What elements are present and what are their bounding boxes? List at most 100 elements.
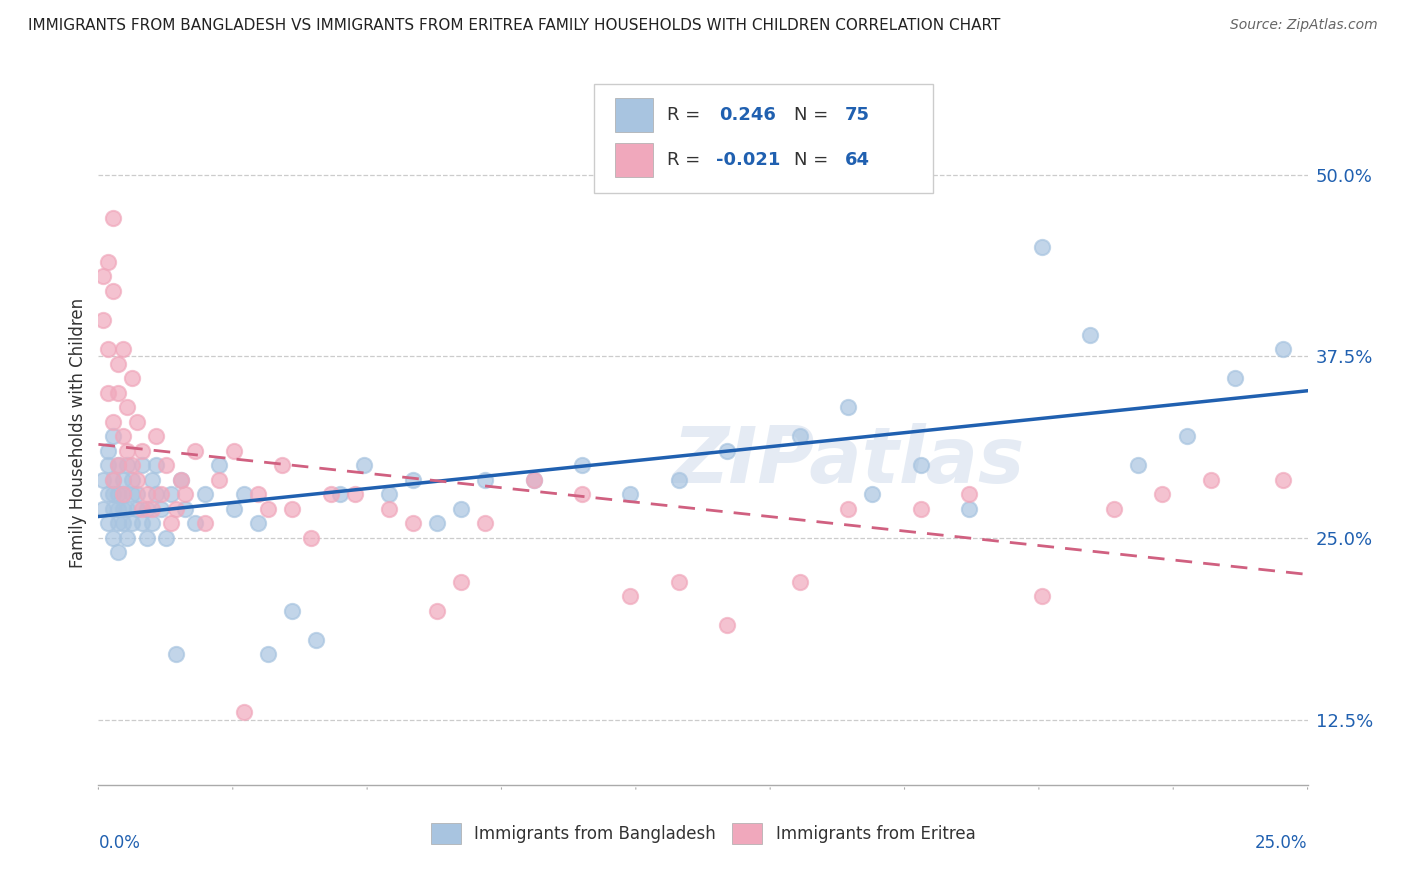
Point <box>1078 327 1101 342</box>
Text: 64: 64 <box>845 151 869 169</box>
Point <box>101 487 124 501</box>
Point <box>97 385 120 400</box>
Point <box>1199 473 1222 487</box>
Point <box>107 385 129 400</box>
Point <box>232 487 254 501</box>
Point <box>141 502 163 516</box>
Point <box>155 458 177 473</box>
Point <box>222 502 245 516</box>
Point <box>571 458 593 473</box>
Bar <box>614 143 654 177</box>
Point <box>131 502 153 516</box>
Point <box>107 357 129 371</box>
Point <box>101 415 124 429</box>
Point <box>329 487 352 501</box>
Point <box>789 574 811 589</box>
Point <box>716 618 738 632</box>
FancyBboxPatch shape <box>595 84 932 193</box>
Point <box>127 502 149 516</box>
Point <box>107 545 129 559</box>
Text: Source: ZipAtlas.com: Source: ZipAtlas.com <box>1230 18 1378 32</box>
Point <box>91 269 114 284</box>
Point <box>619 589 641 603</box>
Point <box>111 502 134 516</box>
Point <box>107 487 129 501</box>
Point <box>343 487 366 501</box>
Point <box>281 502 304 516</box>
Point <box>222 443 245 458</box>
Point <box>184 516 207 531</box>
Point <box>232 706 254 720</box>
Point <box>97 255 120 269</box>
Point <box>107 516 129 531</box>
Point <box>107 458 129 473</box>
Point <box>1320 357 1343 371</box>
Point <box>150 487 173 501</box>
Point <box>668 473 690 487</box>
Point <box>353 458 375 473</box>
Point <box>1031 240 1053 254</box>
Point <box>837 400 859 414</box>
Point <box>111 342 134 356</box>
Text: ZIPatlas: ZIPatlas <box>672 423 1024 499</box>
Point <box>131 458 153 473</box>
Point <box>957 487 980 501</box>
Point <box>127 487 149 501</box>
Point <box>97 443 120 458</box>
Point <box>1175 429 1198 443</box>
Point <box>247 516 270 531</box>
Point <box>121 473 143 487</box>
Point <box>1320 502 1343 516</box>
Point <box>101 429 124 443</box>
Point <box>247 487 270 501</box>
Text: R =: R = <box>666 106 706 124</box>
Point <box>474 473 496 487</box>
Point <box>426 604 449 618</box>
Point <box>184 443 207 458</box>
Point <box>319 487 342 501</box>
Point <box>194 487 217 501</box>
Point <box>160 516 183 531</box>
Point <box>101 531 124 545</box>
Point <box>174 502 197 516</box>
Point <box>97 458 120 473</box>
Point <box>789 429 811 443</box>
Point <box>121 516 143 531</box>
Text: IMMIGRANTS FROM BANGLADESH VS IMMIGRANTS FROM ERITREA FAMILY HOUSEHOLDS WITH CHI: IMMIGRANTS FROM BANGLADESH VS IMMIGRANTS… <box>28 18 1001 33</box>
Point <box>299 531 322 545</box>
Point <box>402 516 425 531</box>
Point <box>1272 473 1295 487</box>
Point <box>174 487 197 501</box>
Point <box>377 502 399 516</box>
Point <box>121 371 143 385</box>
Y-axis label: Family Households with Children: Family Households with Children <box>69 298 87 567</box>
Text: N =: N = <box>793 106 834 124</box>
Point <box>145 429 167 443</box>
Point <box>305 632 328 647</box>
Point <box>111 473 134 487</box>
Point <box>145 487 167 501</box>
Point <box>155 531 177 545</box>
Point <box>101 502 124 516</box>
Point <box>474 516 496 531</box>
Point <box>165 502 187 516</box>
Point <box>402 473 425 487</box>
Point <box>111 429 134 443</box>
Point <box>111 487 134 501</box>
Point <box>101 473 124 487</box>
Point <box>127 415 149 429</box>
Point <box>716 443 738 458</box>
Point <box>97 487 120 501</box>
Point <box>208 458 231 473</box>
Point <box>121 487 143 501</box>
Point <box>208 473 231 487</box>
Text: 0.246: 0.246 <box>718 106 776 124</box>
Point <box>107 458 129 473</box>
Point <box>169 473 191 487</box>
Point <box>117 502 139 516</box>
Point <box>101 284 124 298</box>
Point <box>101 473 124 487</box>
Point <box>141 516 163 531</box>
Point <box>135 487 157 501</box>
Point <box>121 458 143 473</box>
